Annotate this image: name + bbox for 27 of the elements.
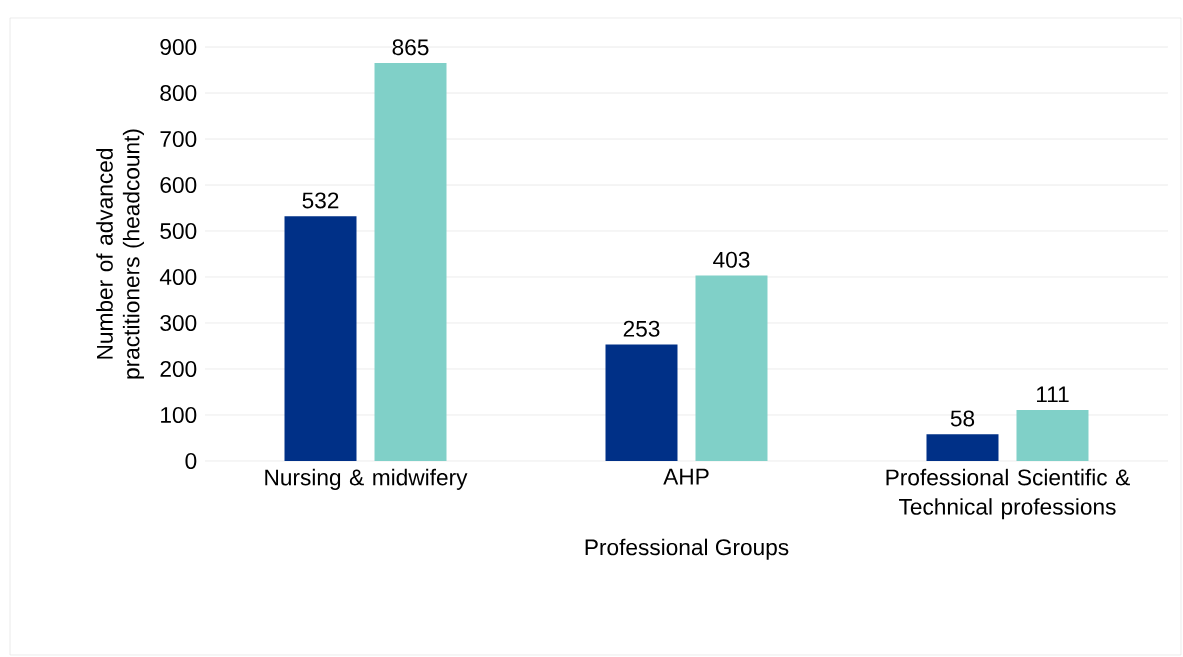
y-tick-label: 700 <box>160 130 197 148</box>
y-tick-label: 900 <box>160 38 197 56</box>
data-label: 253 <box>623 320 660 337</box>
y-tick-label: 100 <box>161 406 197 424</box>
data-label: 532 <box>302 192 339 209</box>
bar <box>605 344 678 461</box>
data-label: 865 <box>392 39 429 56</box>
y-tick-label: 300 <box>160 314 197 332</box>
y-tick-label: 600 <box>160 176 197 194</box>
x-tick-label: AHP <box>663 468 709 485</box>
bar <box>695 275 768 461</box>
y-axis-title: Number of advanced practitioners (headcount) <box>96 129 144 379</box>
y-tick-label: 400 <box>159 268 197 286</box>
bar <box>926 434 999 461</box>
x-axis-title: Professional Groups <box>585 538 789 560</box>
data-label: 403 <box>713 251 750 268</box>
data-label: 111 <box>1037 386 1069 403</box>
bar <box>374 63 447 461</box>
data-label: 58 <box>950 410 975 427</box>
y-tick-label: 800 <box>160 84 197 102</box>
bar <box>1016 409 1089 461</box>
y-tick-label: 500 <box>160 222 197 240</box>
x-tick-label: Nursing & midwifery <box>265 468 468 490</box>
y-tick-label: 200 <box>160 360 197 378</box>
x-tick-label: Professional Scientific & Technical professions <box>886 468 1130 520</box>
bar <box>284 216 357 461</box>
y-tick-label: 0 <box>185 452 197 470</box>
